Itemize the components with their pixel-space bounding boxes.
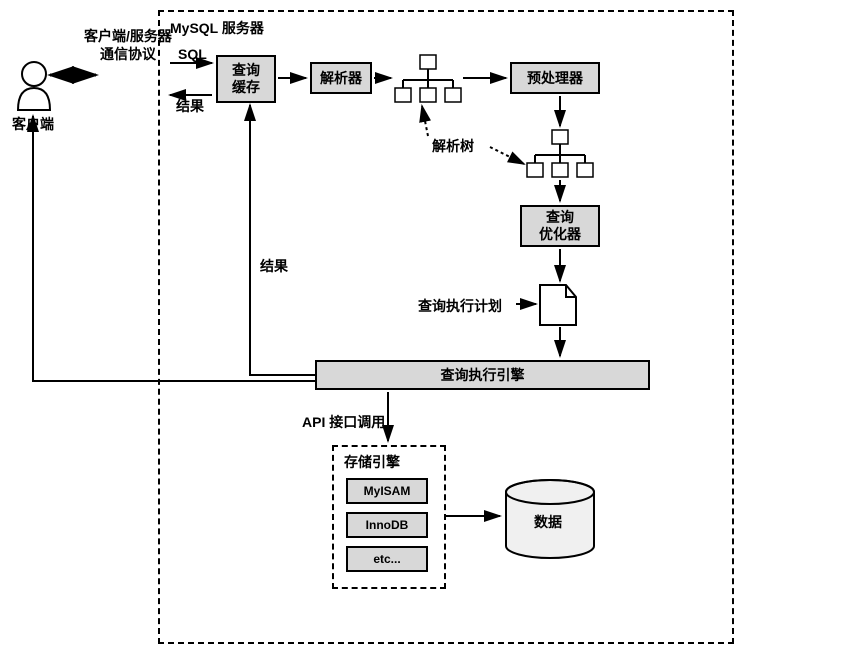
storage-engine-label: 存储引擎: [344, 452, 400, 472]
result-label-2: 结果: [260, 256, 288, 276]
data-cylinder-label: 数据: [534, 512, 562, 532]
node-myisam: MyISAM: [346, 478, 428, 504]
result-label-1: 结果: [176, 96, 204, 116]
node-exec-engine: 查询执行引擎: [315, 360, 650, 390]
node-query-cache-text: 查询缓存: [232, 62, 260, 96]
plan-label: 查询执行计划: [418, 296, 502, 316]
node-preprocessor: 预处理器: [510, 62, 600, 94]
node-optimizer-text: 查询优化器: [539, 209, 581, 243]
protocol-label-txt: 客户端/服务器通信协议: [70, 28, 186, 63]
server-frame: [158, 10, 734, 644]
api-label: API 接口调用: [302, 412, 385, 432]
client-label: 客户端: [12, 114, 54, 134]
node-innodb: InnoDB: [346, 512, 428, 538]
parse-tree-label: 解析树: [432, 136, 474, 156]
node-optimizer: 查询优化器: [520, 205, 600, 247]
diagram-root: MySQL 服务器 客户端 客户端/服务器 通信协议 // mini helpe…: [0, 0, 864, 650]
node-etc: etc...: [346, 546, 428, 572]
node-parser: 解析器: [310, 62, 372, 94]
node-parser-text: 解析器: [320, 70, 362, 87]
node-exec-engine-text: 查询执行引擎: [441, 367, 525, 384]
sql-label: SQL: [178, 46, 207, 62]
node-query-cache: 查询缓存: [216, 55, 276, 103]
node-preprocessor-text: 预处理器: [527, 70, 583, 87]
